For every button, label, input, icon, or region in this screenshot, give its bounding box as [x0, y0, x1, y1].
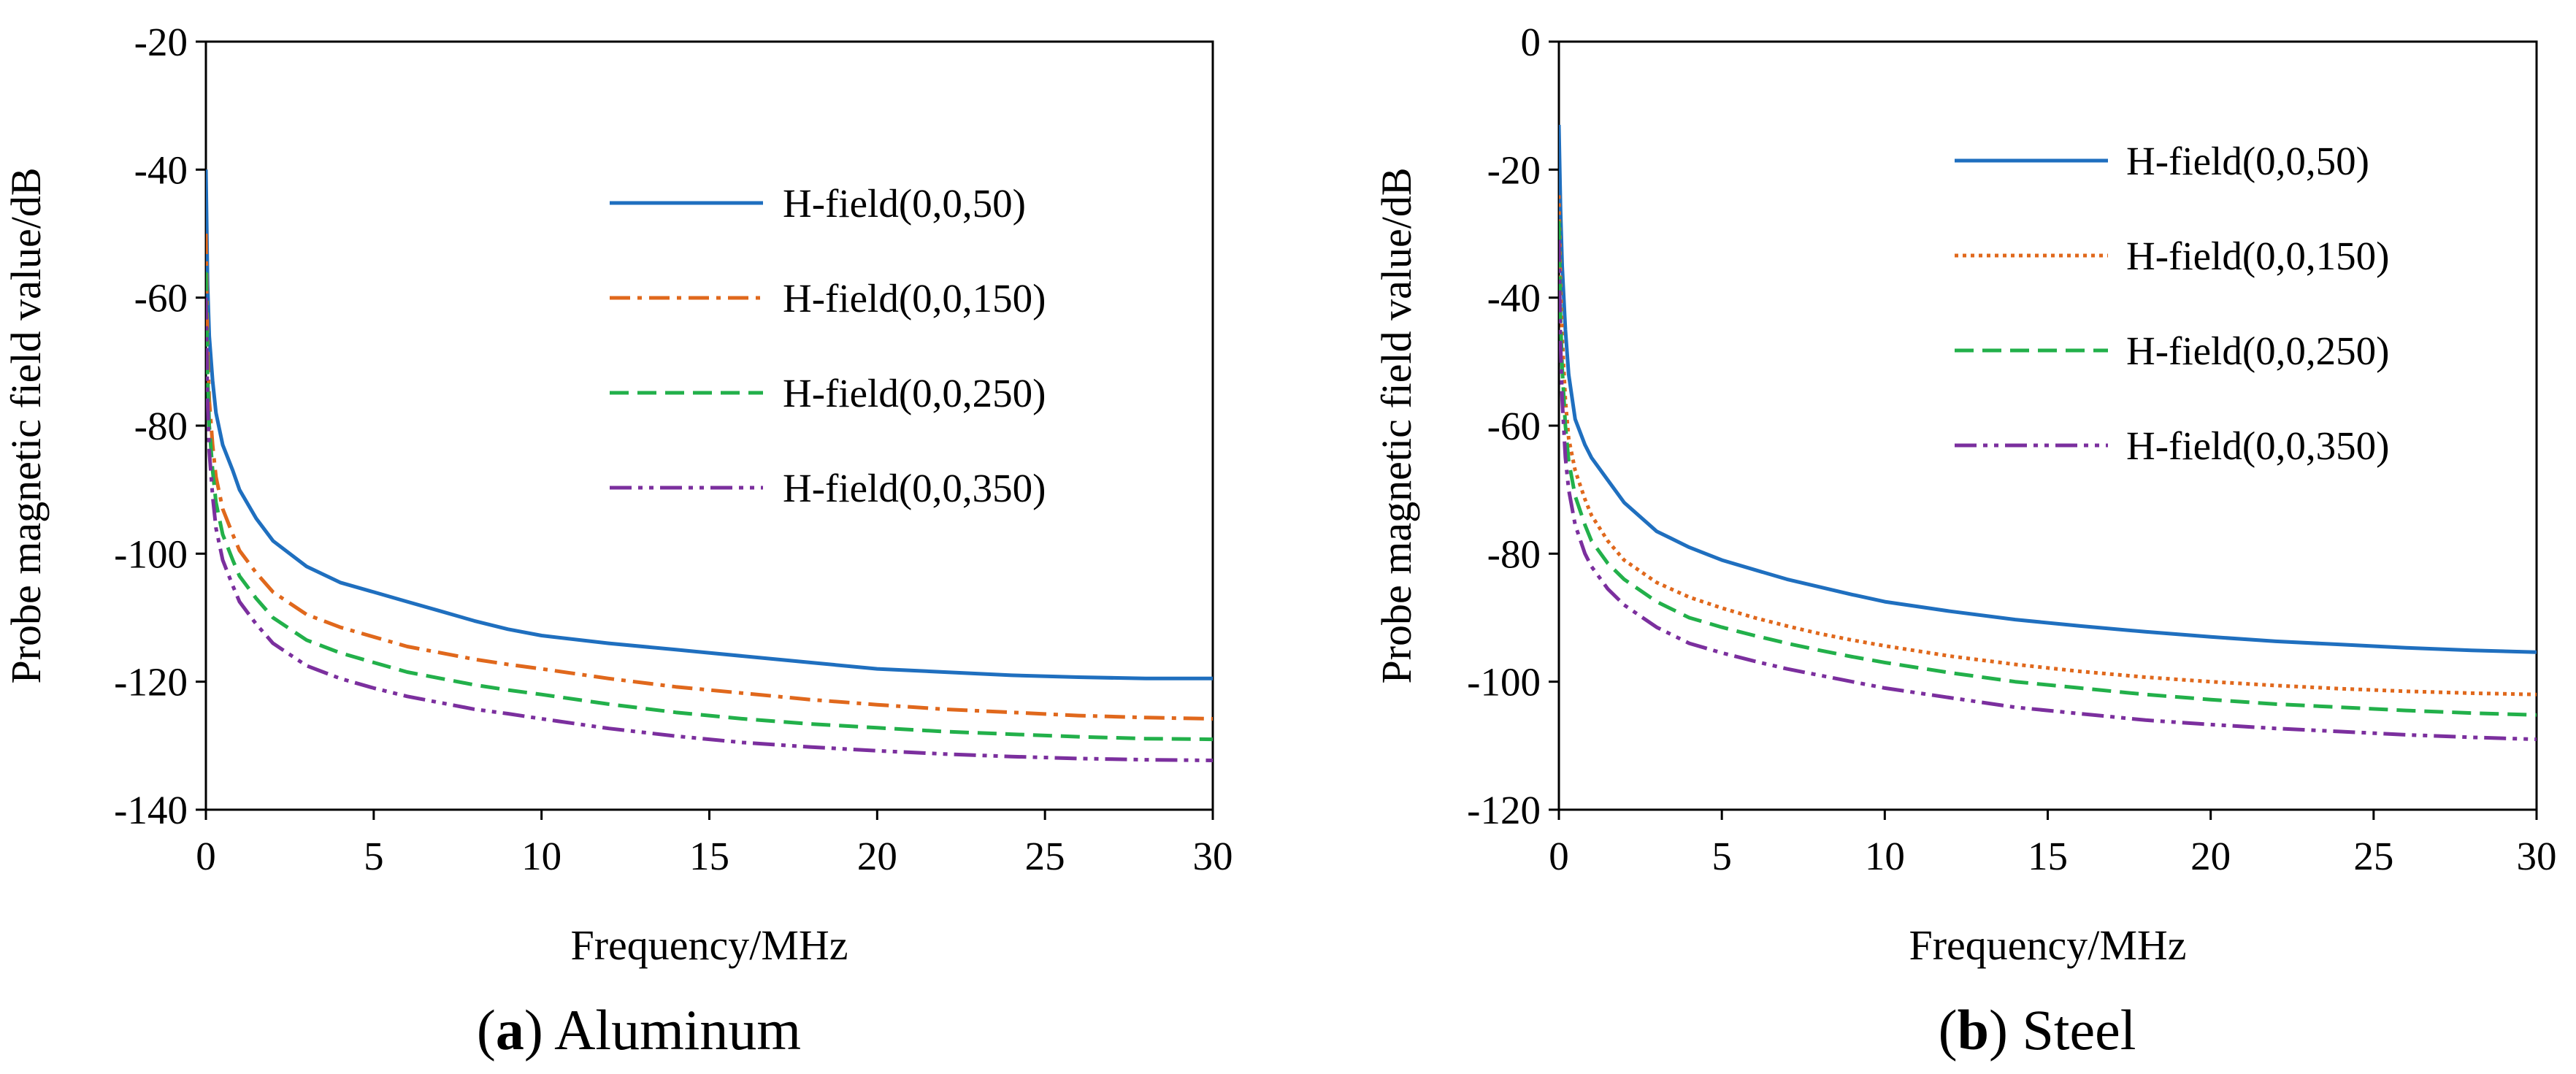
y-tick-label: 0	[1521, 20, 1541, 64]
y-tick-label: -80	[134, 404, 188, 448]
caption-paren-open: (	[1939, 998, 1958, 1062]
caption-paren-close: )	[1989, 998, 2022, 1062]
y-tick-label: -20	[134, 20, 188, 64]
x-tick-label: 10	[1865, 834, 1905, 878]
x-tick-label: 5	[1711, 834, 1732, 878]
y-tick-label: -100	[114, 532, 188, 576]
legend-label-3: H-field(0,0,350)	[2126, 423, 2389, 468]
plot-frame	[1557, 40, 2538, 811]
y-tick-label: -20	[1487, 147, 1541, 192]
y-axis-title: Probe magnetic field value/dB	[1373, 167, 1420, 683]
x-tick-label: 20	[2190, 834, 2231, 878]
y-axis-title: Probe magnetic field value/dB	[2, 167, 50, 683]
y-tick-label: -80	[1487, 532, 1541, 576]
caption-label: b	[1958, 998, 1989, 1062]
x-tick-label: 0	[196, 834, 216, 878]
y-tick-label: -40	[134, 147, 188, 192]
caption-label: a	[496, 998, 524, 1062]
caption-paren-open: (	[477, 998, 496, 1062]
x-tick-label: 30	[1193, 834, 1233, 878]
legend-label-1: H-field(0,0,150)	[783, 276, 1046, 321]
y-tick-label: -100	[1467, 660, 1541, 705]
x-axis-title: Frequency/MHz	[1909, 921, 2186, 969]
legend-label-3: H-field(0,0,350)	[783, 466, 1046, 510]
x-tick-label: 10	[521, 834, 561, 878]
legend-label-1: H-field(0,0,150)	[2126, 234, 2389, 278]
y-tick-label: -40	[1487, 276, 1541, 321]
x-tick-label: 15	[2028, 834, 2068, 878]
panel-caption: (a) Aluminum	[477, 998, 801, 1062]
series-line-3	[1559, 239, 2537, 742]
series-line-2	[206, 272, 1213, 742]
legend-label-0: H-field(0,0,50)	[2126, 139, 2369, 183]
y-tick-label: -120	[114, 660, 188, 705]
x-tick-label: 20	[857, 834, 897, 878]
x-tick-label: 25	[1025, 834, 1065, 878]
y-tick-label: -60	[1487, 404, 1541, 448]
x-tick-label: 25	[2353, 834, 2393, 878]
legend-label-2: H-field(0,0,250)	[2126, 329, 2389, 373]
x-tick-label: 5	[364, 834, 384, 878]
series-line-1	[206, 233, 1213, 721]
x-tick-label: 0	[1549, 834, 1569, 878]
legend-label-2: H-field(0,0,250)	[783, 371, 1046, 415]
legend-label-0: H-field(0,0,50)	[783, 181, 1026, 226]
y-tick-label: -120	[1467, 788, 1541, 832]
series-line-1	[1559, 195, 2537, 697]
x-tick-label: 30	[2517, 834, 2557, 878]
series-line-0	[1559, 124, 2537, 654]
caption-paren-close: )	[524, 998, 554, 1062]
series-line-2	[1559, 220, 2537, 717]
x-axis-title: Frequency/MHz	[570, 921, 848, 969]
x-tick-label: 15	[689, 834, 729, 878]
plot-frame	[204, 40, 1214, 811]
caption-text: Steel	[2022, 998, 2136, 1062]
y-tick-label: -140	[114, 788, 188, 832]
series-line-0	[206, 169, 1213, 680]
series-line-3	[206, 297, 1213, 762]
caption-text: Aluminum	[554, 998, 801, 1062]
y-tick-label: -60	[134, 276, 188, 321]
panel-caption: (b) Steel	[1939, 998, 2136, 1062]
